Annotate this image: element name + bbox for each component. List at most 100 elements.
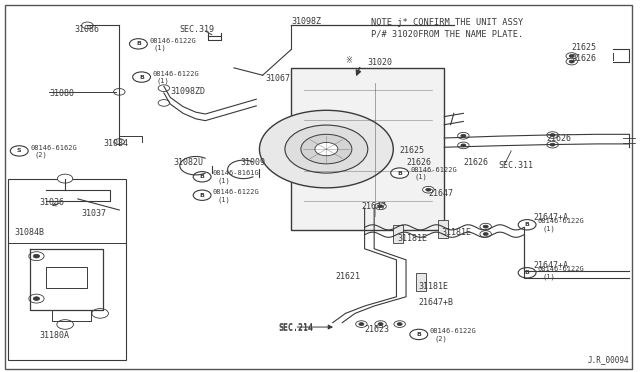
Bar xyxy=(393,225,403,243)
Circle shape xyxy=(57,320,74,329)
Bar xyxy=(8,179,125,359)
Circle shape xyxy=(193,171,211,182)
Text: 21647+B: 21647+B xyxy=(419,298,454,307)
Circle shape xyxy=(422,186,434,193)
Circle shape xyxy=(315,142,338,156)
Bar xyxy=(438,220,448,238)
Text: SEC.319: SEC.319 xyxy=(180,25,215,33)
Text: (1): (1) xyxy=(218,177,230,184)
Text: 31084: 31084 xyxy=(103,139,129,148)
Bar xyxy=(291,68,444,230)
Circle shape xyxy=(301,134,352,164)
Text: 08146-6122G: 08146-6122G xyxy=(213,189,260,195)
Text: 21625: 21625 xyxy=(399,147,425,155)
Text: 21626: 21626 xyxy=(463,157,488,167)
Text: 21626: 21626 xyxy=(546,134,572,142)
Text: 31037: 31037 xyxy=(81,209,106,218)
Text: 08146-6122G: 08146-6122G xyxy=(429,328,476,334)
Circle shape xyxy=(426,188,431,191)
Text: SEC.311: SEC.311 xyxy=(499,161,533,170)
Text: NOTE j* CONFIRM THE UNIT ASSY: NOTE j* CONFIRM THE UNIT ASSY xyxy=(371,18,524,27)
Text: P/# 31020FROM THE NAME PLATE.: P/# 31020FROM THE NAME PLATE. xyxy=(371,29,524,38)
Circle shape xyxy=(483,225,488,228)
Text: 21621: 21621 xyxy=(336,272,361,281)
Text: (1): (1) xyxy=(157,78,170,84)
Text: B: B xyxy=(200,174,205,179)
Circle shape xyxy=(359,323,364,326)
Text: B: B xyxy=(136,41,141,46)
Text: 08146-6122G: 08146-6122G xyxy=(149,38,196,44)
Circle shape xyxy=(483,232,488,235)
Text: 31181E: 31181E xyxy=(397,234,428,243)
Text: B: B xyxy=(525,222,529,227)
Text: 08146-6162G: 08146-6162G xyxy=(30,145,77,151)
Circle shape xyxy=(82,22,93,29)
Circle shape xyxy=(378,323,383,326)
Circle shape xyxy=(566,58,577,65)
Text: B: B xyxy=(417,332,421,337)
Text: 08146-6122G: 08146-6122G xyxy=(152,71,199,77)
Text: 31098ZD: 31098ZD xyxy=(170,87,205,96)
Text: 21647+A: 21647+A xyxy=(534,213,568,222)
Text: (1): (1) xyxy=(542,225,555,232)
Text: 21647: 21647 xyxy=(362,202,387,211)
Circle shape xyxy=(397,323,402,326)
Circle shape xyxy=(259,110,394,188)
Circle shape xyxy=(158,100,170,106)
Text: (1): (1) xyxy=(415,174,428,180)
Circle shape xyxy=(158,85,170,92)
Circle shape xyxy=(114,139,124,145)
Text: 21623: 21623 xyxy=(365,326,390,334)
Text: (1): (1) xyxy=(154,45,166,51)
Text: B: B xyxy=(200,193,205,198)
Circle shape xyxy=(480,223,492,230)
Text: B: B xyxy=(525,270,529,275)
Circle shape xyxy=(378,205,383,208)
Circle shape xyxy=(10,146,28,156)
Text: SEC.214: SEC.214 xyxy=(278,323,314,331)
Text: J.R_00094: J.R_00094 xyxy=(588,355,629,364)
Circle shape xyxy=(92,309,108,318)
Circle shape xyxy=(29,252,44,260)
Text: ※: ※ xyxy=(345,56,352,65)
Text: 31036: 31036 xyxy=(40,198,65,207)
Text: (2): (2) xyxy=(434,335,447,342)
Circle shape xyxy=(391,168,408,178)
Circle shape xyxy=(33,297,40,301)
Circle shape xyxy=(518,267,536,278)
Text: 21647: 21647 xyxy=(428,189,453,198)
Text: 21625: 21625 xyxy=(572,43,596,52)
Circle shape xyxy=(375,321,387,327)
Text: B: B xyxy=(139,74,144,80)
Text: 08146-8161G: 08146-8161G xyxy=(213,170,260,176)
Text: (1): (1) xyxy=(218,196,230,202)
Circle shape xyxy=(356,321,367,327)
Text: 31020: 31020 xyxy=(368,58,393,67)
Text: 31181E: 31181E xyxy=(441,228,471,237)
Circle shape xyxy=(461,144,466,147)
Text: 08146-6122G: 08146-6122G xyxy=(538,266,585,272)
Circle shape xyxy=(394,321,405,327)
Circle shape xyxy=(547,132,558,138)
Circle shape xyxy=(550,134,555,137)
Circle shape xyxy=(458,142,469,149)
Text: B: B xyxy=(397,171,402,176)
Text: 21626: 21626 xyxy=(572,54,596,63)
Text: 21626: 21626 xyxy=(406,157,431,167)
Text: 31067: 31067 xyxy=(266,74,291,83)
Circle shape xyxy=(569,55,574,58)
Text: 31180A: 31180A xyxy=(40,331,70,340)
Text: 08146-6122G: 08146-6122G xyxy=(538,218,585,224)
Text: 31084B: 31084B xyxy=(14,228,44,237)
Text: 31009: 31009 xyxy=(241,157,266,167)
Text: 31086: 31086 xyxy=(75,25,100,33)
Text: 08146-6122G: 08146-6122G xyxy=(410,167,457,173)
Circle shape xyxy=(113,89,125,95)
Text: SEC.214: SEC.214 xyxy=(278,324,314,333)
Circle shape xyxy=(461,134,466,137)
Circle shape xyxy=(58,174,73,183)
Text: S: S xyxy=(17,148,22,153)
Circle shape xyxy=(129,39,147,49)
Circle shape xyxy=(132,72,150,82)
Circle shape xyxy=(480,231,492,237)
